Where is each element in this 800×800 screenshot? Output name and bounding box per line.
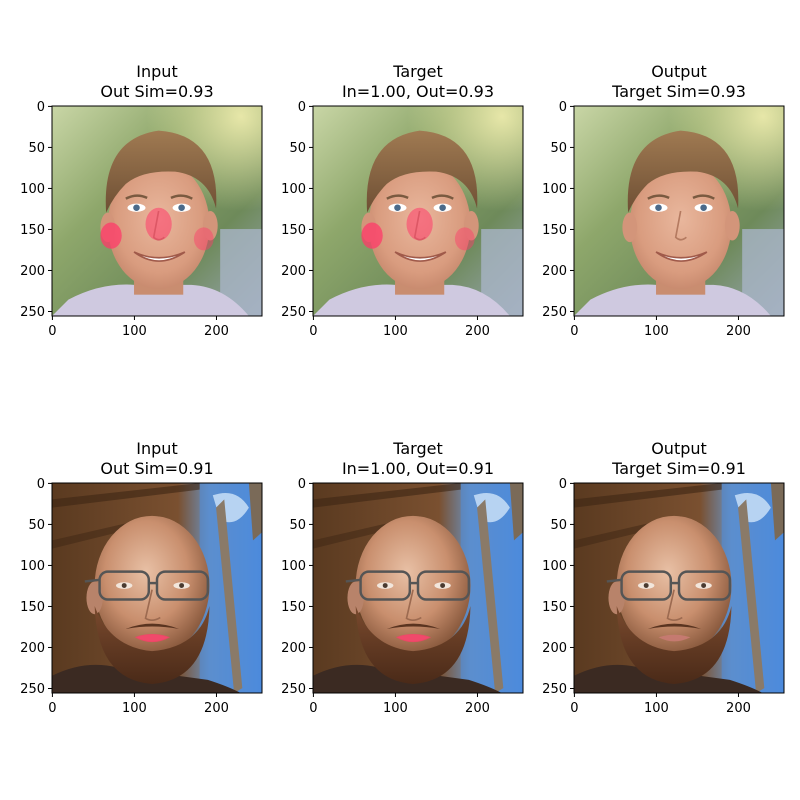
x-tick-label: 100 xyxy=(383,324,408,339)
y-tick-label: 50 xyxy=(289,518,306,533)
x-tick-label: 100 xyxy=(383,701,408,716)
y-tick-label: 100 xyxy=(281,559,306,574)
y-tick-label: 150 xyxy=(20,600,45,615)
subplot-title-line: In=1.00, Out=0.91 xyxy=(342,459,494,478)
y-tick-label: 200 xyxy=(281,641,306,656)
y-tick-label: 150 xyxy=(281,600,306,615)
subplot-title-line: Out Sim=0.93 xyxy=(100,82,213,101)
y-tick-label: 100 xyxy=(281,182,306,197)
y-tick-label: 50 xyxy=(28,141,45,156)
x-tick-label: 200 xyxy=(465,701,490,716)
y-tick-label: 50 xyxy=(289,141,306,156)
x-tick-label: 0 xyxy=(48,701,56,716)
x-tick-label: 0 xyxy=(309,324,317,339)
subplot-title-line: Target Sim=0.93 xyxy=(611,82,746,101)
y-tick-label: 200 xyxy=(20,641,45,656)
subplot-title-line: Target Sim=0.91 xyxy=(611,459,746,478)
photo-image xyxy=(574,483,784,693)
x-tick-label: 200 xyxy=(204,324,229,339)
y-tick-label: 100 xyxy=(542,182,567,197)
y-tick-label: 150 xyxy=(20,223,45,238)
y-tick-label: 100 xyxy=(20,559,45,574)
y-tick-label: 200 xyxy=(542,641,567,656)
y-tick-label: 50 xyxy=(28,518,45,533)
y-tick-label: 200 xyxy=(542,264,567,279)
photo-image xyxy=(313,483,523,693)
y-tick-label: 0 xyxy=(298,477,306,492)
x-tick-label: 200 xyxy=(465,324,490,339)
subplot-title-line: Output xyxy=(651,62,707,81)
y-tick-label: 0 xyxy=(559,100,567,115)
axes-frame xyxy=(573,482,785,694)
subplot-title-line: Output xyxy=(651,439,707,458)
x-tick-label: 200 xyxy=(204,701,229,716)
y-tick-label: 0 xyxy=(559,477,567,492)
x-tick-label: 200 xyxy=(726,324,751,339)
y-tick-label: 100 xyxy=(20,182,45,197)
y-tick-label: 200 xyxy=(281,264,306,279)
y-tick-label: 250 xyxy=(20,682,45,697)
axes-frame xyxy=(312,105,524,317)
y-tick-label: 150 xyxy=(542,600,567,615)
y-tick-label: 0 xyxy=(37,100,45,115)
subplot-title-line: Target xyxy=(392,439,443,458)
x-tick-label: 0 xyxy=(309,701,317,716)
x-tick-label: 100 xyxy=(644,701,669,716)
x-tick-label: 0 xyxy=(570,701,578,716)
subplot-title-line: Input xyxy=(136,62,177,81)
x-tick-label: 0 xyxy=(570,324,578,339)
y-tick-label: 150 xyxy=(281,223,306,238)
x-tick-label: 0 xyxy=(48,324,56,339)
y-tick-label: 100 xyxy=(542,559,567,574)
y-tick-label: 50 xyxy=(550,518,567,533)
y-tick-label: 0 xyxy=(298,100,306,115)
x-tick-label: 200 xyxy=(726,701,751,716)
y-tick-label: 150 xyxy=(542,223,567,238)
subplot-title-line: Target xyxy=(392,62,443,81)
y-tick-label: 0 xyxy=(37,477,45,492)
photo-image xyxy=(574,106,784,316)
x-tick-label: 100 xyxy=(122,324,147,339)
x-tick-label: 100 xyxy=(122,701,147,716)
subplot-title-line: Input xyxy=(136,439,177,458)
x-tick-label: 100 xyxy=(644,324,669,339)
y-tick-label: 250 xyxy=(542,682,567,697)
subplot-title-line: Out Sim=0.91 xyxy=(100,459,213,478)
subplot-title-line: In=1.00, Out=0.93 xyxy=(342,82,494,101)
y-tick-label: 250 xyxy=(281,682,306,697)
photo-image xyxy=(52,483,262,693)
axes-frame xyxy=(573,105,785,317)
y-tick-label: 200 xyxy=(20,264,45,279)
axes-frame xyxy=(51,482,263,694)
axes-frame xyxy=(51,105,263,317)
y-tick-label: 50 xyxy=(550,141,567,156)
y-tick-label: 250 xyxy=(20,305,45,320)
y-tick-label: 250 xyxy=(542,305,567,320)
axes-frame xyxy=(312,482,524,694)
y-tick-label: 250 xyxy=(281,305,306,320)
